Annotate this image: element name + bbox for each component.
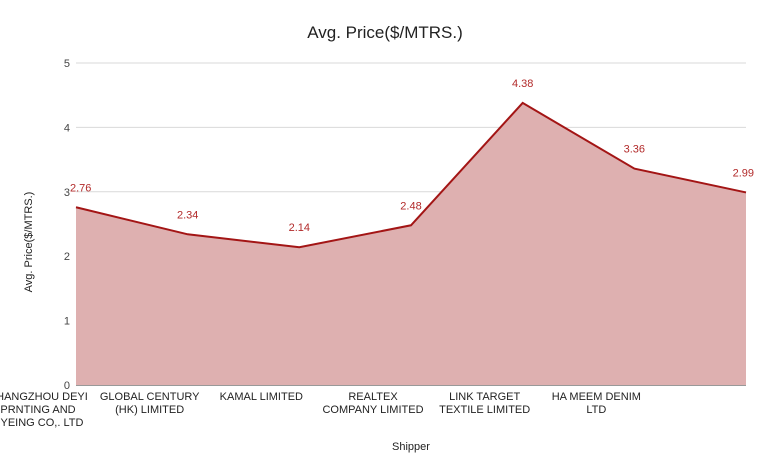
y-tick-label: 5 bbox=[64, 58, 70, 70]
x-category-label: KAMAL LIMITED bbox=[220, 391, 303, 403]
data-label: 2.99 bbox=[733, 167, 754, 179]
y-tick-label: 0 bbox=[64, 380, 70, 392]
y-tick-label: 2 bbox=[64, 251, 70, 263]
chart-title: Avg. Price($/MTRS.) bbox=[307, 23, 463, 42]
data-label: 2.14 bbox=[289, 222, 310, 234]
y-tick-label: 4 bbox=[64, 122, 70, 134]
x-category-label: LINK TARGET TEXTILE LIMITED bbox=[439, 391, 530, 416]
y-axis-ticks: 0 1 2 3 4 5 bbox=[64, 58, 70, 392]
x-category-label: HA MEEM DENIM LTD bbox=[552, 391, 641, 416]
area-series bbox=[75, 101, 747, 385]
data-label: 2.76 bbox=[70, 182, 91, 194]
x-axis-title: Shipper bbox=[392, 441, 430, 453]
y-tick-label: 1 bbox=[64, 316, 70, 328]
data-label: 3.36 bbox=[624, 144, 645, 156]
data-label: 4.38 bbox=[512, 78, 533, 90]
data-labels: 2.76 2.34 2.14 2.48 4.38 3.36 2.99 bbox=[70, 78, 754, 234]
x-category-label: GLOBAL CENTURY (HK) LIMITED bbox=[100, 391, 200, 416]
x-category-label: REALTEX COMPANY LIMITED bbox=[322, 391, 423, 416]
y-axis-title: Avg. Price($/MTRS.) bbox=[23, 192, 35, 293]
area-fill bbox=[76, 102, 746, 385]
y-tick-label: 3 bbox=[64, 187, 70, 199]
data-label: 2.48 bbox=[400, 200, 421, 212]
data-label: 2.34 bbox=[177, 209, 198, 221]
